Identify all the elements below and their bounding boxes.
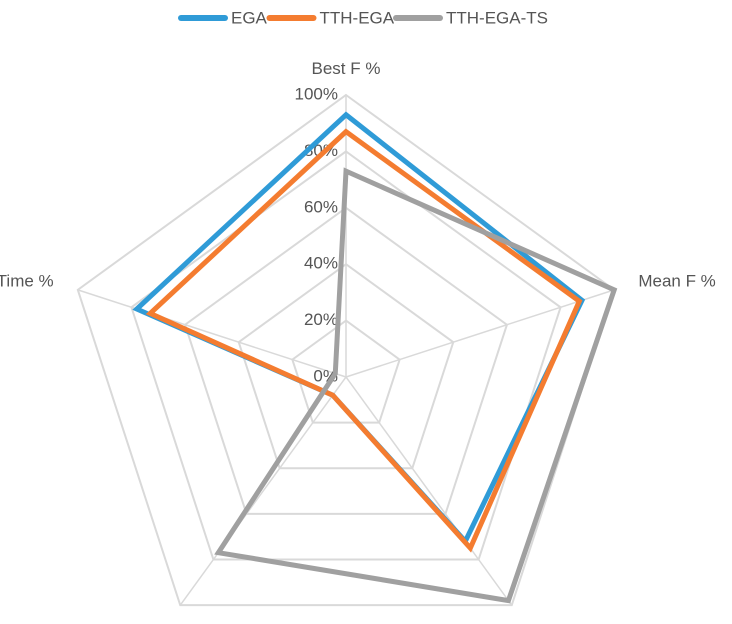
grid-ring (237, 262, 455, 470)
tick-label: 40% (304, 254, 338, 273)
axis-label: Worst F % (527, 621, 606, 624)
grid-ring (76, 93, 616, 607)
axis-label: Mean F % (638, 271, 715, 290)
spoke (345, 376, 513, 606)
legend-label: TTH-EGA-TS (446, 8, 548, 27)
tick-label: 100% (295, 84, 338, 103)
axis-label: Time % (0, 271, 54, 290)
axis-label: St Dev % (94, 621, 165, 624)
tick-label: 20% (304, 310, 338, 329)
series-line (145, 128, 583, 553)
grid-ring (291, 319, 401, 424)
spoke (77, 289, 347, 378)
spoke (345, 289, 615, 378)
series-line (214, 167, 618, 604)
legend-label: TTH-EGA (320, 8, 395, 27)
spoke (179, 376, 347, 606)
legend-label: EGA (231, 8, 268, 27)
grid-ring (183, 206, 509, 515)
tick-label: 60% (304, 197, 338, 216)
axis-label: Best F % (312, 59, 381, 78)
